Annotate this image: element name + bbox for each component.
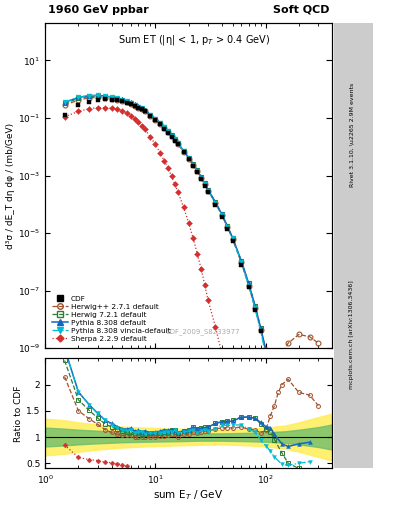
Text: mcplots.cern.ch [arXiv:1306.3436]: mcplots.cern.ch [arXiv:1306.3436] (349, 281, 354, 389)
Legend: CDF, Herwig++ 2.7.1 default, Herwig 7.2.1 default, Pythia 8.308 default, Pythia : CDF, Herwig++ 2.7.1 default, Herwig 7.2.… (49, 292, 174, 345)
Text: CDF_2009_S8233977: CDF_2009_S8233977 (166, 328, 240, 335)
Text: Sum ET (|η| < 1, p$_T$ > 0.4 GeV): Sum ET (|η| < 1, p$_T$ > 0.4 GeV) (118, 33, 270, 47)
Text: 1960 GeV ppbar: 1960 GeV ppbar (48, 5, 149, 15)
Y-axis label: d³σ / dE_T dη dφ / (mb/GeV): d³σ / dE_T dη dφ / (mb/GeV) (6, 122, 15, 249)
Y-axis label: Ratio to CDF: Ratio to CDF (14, 385, 23, 442)
Text: Rivet 3.1.10, \u2265 2.9M events: Rivet 3.1.10, \u2265 2.9M events (349, 82, 354, 186)
X-axis label: sum E$_T$ / GeV: sum E$_T$ / GeV (154, 488, 224, 502)
Text: Soft QCD: Soft QCD (273, 5, 329, 15)
